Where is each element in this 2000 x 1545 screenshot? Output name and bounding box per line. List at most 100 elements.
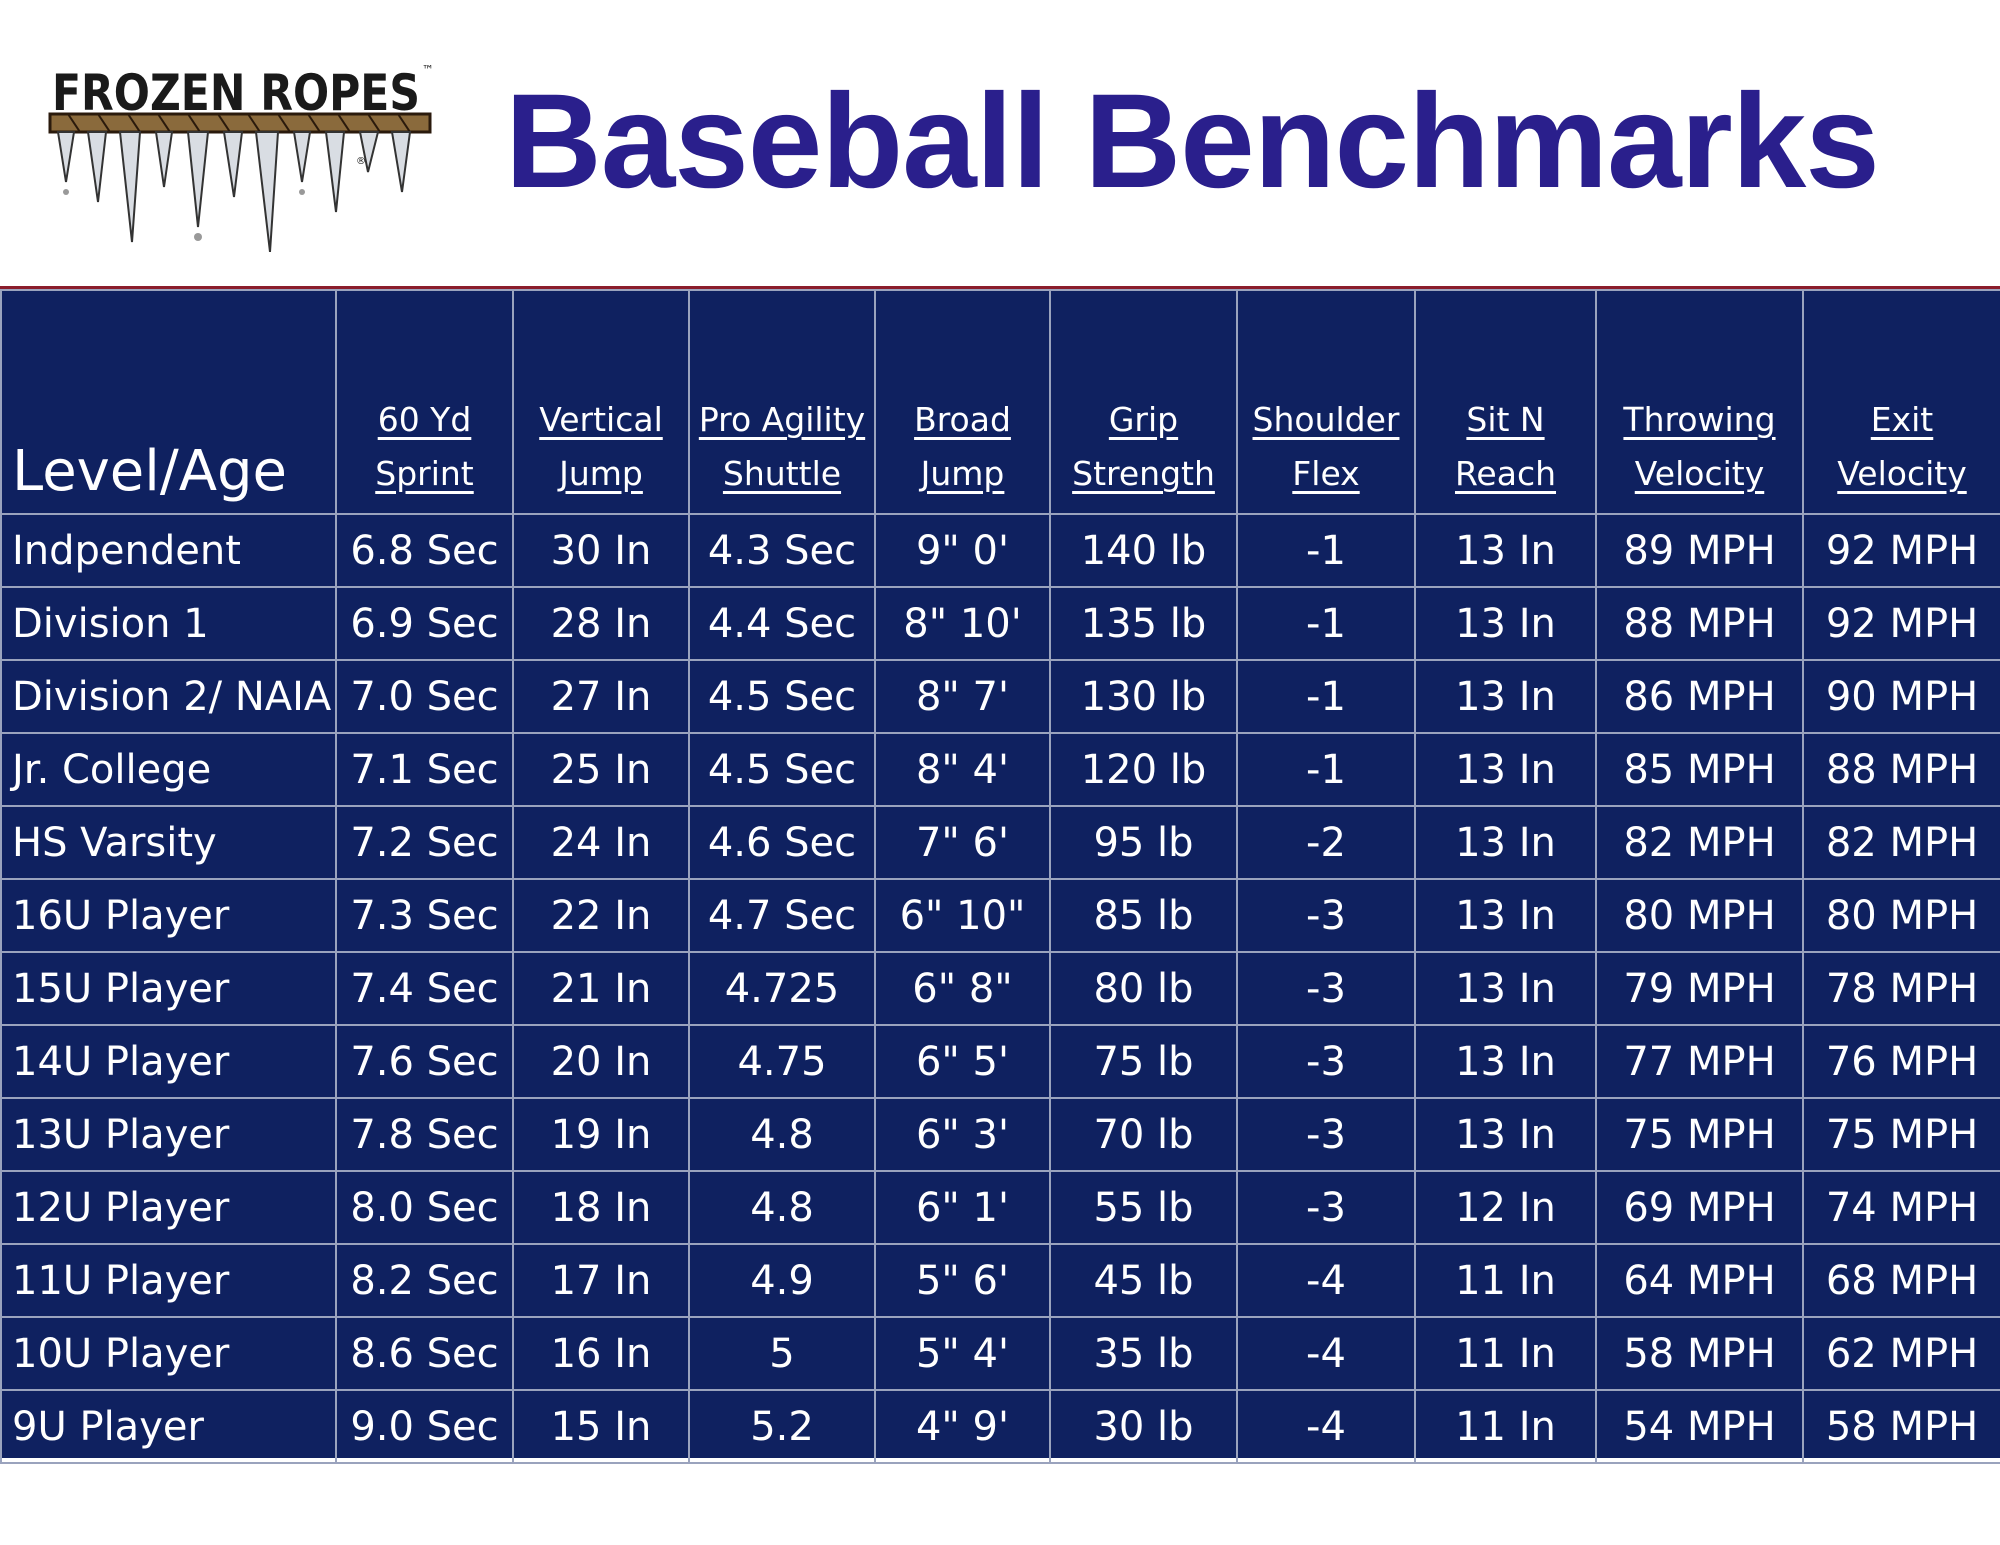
table-cell: 4.8 [688,1097,876,1172]
table-cell: 88 MPH [1802,732,2000,807]
column-header: 60 Yd Sprint [335,289,514,515]
table-cell: 4.8 [688,1170,876,1245]
table-cell: -4 [1236,1316,1416,1391]
table-row: 15U Player 7.4 Sec 21 In 4.725 6" 8" 80 lb -3 1… [0,951,2000,1026]
table-cell: 68 MPH [1802,1243,2000,1318]
column-header-line1: Broad [914,400,1011,439]
table-cell: 6.9 Sec [335,586,514,661]
benchmarks-table-container: Level/Age 60 Yd Sprint Vertical Jump Pro Agi… [0,289,2000,1464]
table-cell: 7.0 Sec [335,659,514,734]
table-cell: 74 MPH [1802,1170,2000,1245]
table-cell: 8" 7' [874,659,1051,734]
table-cell: -1 [1236,659,1416,734]
table-cell: 130 lb [1049,659,1238,734]
table-cell: -3 [1236,878,1416,953]
table-cell: 21 In [512,951,690,1026]
table-cell: 18 In [512,1170,690,1245]
table-cell: -1 [1236,513,1416,588]
table-cell: 64 MPH [1595,1243,1804,1318]
table-cell: 13 In [1414,805,1597,880]
table-cell: 7.6 Sec [335,1024,514,1099]
benchmarks-table: Level/Age 60 Yd Sprint Vertical Jump Pro Agi… [0,289,2000,1464]
icicles-icon [56,131,412,253]
table-cell: 11 In [1414,1389,1597,1464]
level-cell: 11U Player [0,1243,337,1318]
registered-symbol: ® [356,156,366,167]
trademark-symbol: ™ [422,63,434,77]
level-cell: 13U Player [0,1097,337,1172]
level-cell: 14U Player [0,1024,337,1099]
table-cell: 13 In [1414,586,1597,661]
table-cell: 75 lb [1049,1024,1238,1099]
table-cell: 4.6 Sec [688,805,876,880]
column-header-line2: Reach [1454,454,1557,493]
table-cell: 4.9 [688,1243,876,1318]
table-cell: 5" 6' [874,1243,1051,1318]
column-header-line1: Exit [1870,400,1934,439]
table-cell: 79 MPH [1595,951,1804,1026]
table-row: 13U Player 7.8 Sec 19 In 4.8 6" 3' 70 lb -3 13 … [0,1097,2000,1172]
table-cell: 15 In [512,1389,690,1464]
table-cell: 92 MPH [1802,586,2000,661]
level-cell: 10U Player [0,1316,337,1391]
table-cell: 55 lb [1049,1170,1238,1245]
table-cell: 4.5 Sec [688,659,876,734]
table-cell: 16 In [512,1316,690,1391]
column-header-line2: Sprint [375,454,474,493]
page-title: Baseball Benchmarks [505,67,1880,216]
table-cell: 58 MPH [1802,1389,2000,1464]
table-row: HS Varsity 7.2 Sec 24 In 4.6 Sec 7" 6' 95 lb -… [0,805,2000,880]
table-cell: 92 MPH [1802,513,2000,588]
column-header-line2: Flex [1292,454,1360,493]
table-cell: 8" 4' [874,732,1051,807]
table-cell: 90 MPH [1802,659,2000,734]
column-header-line2: Velocity [1634,454,1765,493]
table-cell: 54 MPH [1595,1389,1804,1464]
level-cell: 12U Player [0,1170,337,1245]
table-cell: 28 In [512,586,690,661]
column-header-line1: Pro Agility [698,400,866,439]
table-cell: -1 [1236,732,1416,807]
table-row: 10U Player 8.6 Sec 16 In 5 5" 4' 35 lb -4 11 In… [0,1316,2000,1391]
table-cell: 4.75 [688,1024,876,1099]
table-cell: 45 lb [1049,1243,1238,1318]
table-row: 16U Player 7.3 Sec 22 In 4.7 Sec 6" 10" 85 lb… [0,878,2000,953]
level-cell: Indpendent [0,513,337,588]
table-cell: -3 [1236,1024,1416,1099]
table-cell: 70 lb [1049,1097,1238,1172]
column-header-line1: Shoulder [1252,400,1400,439]
table-cell: 7" 6' [874,805,1051,880]
table-cell: -4 [1236,1389,1416,1464]
table-cell: 13 In [1414,1024,1597,1099]
level-cell: 16U Player [0,878,337,953]
table-cell: 8.0 Sec [335,1170,514,1245]
table-cell: 78 MPH [1802,951,2000,1026]
table-cell: 8.2 Sec [335,1243,514,1318]
table-cell: 20 In [512,1024,690,1099]
table-row: Division 1 6.9 Sec 28 In 4.4 Sec 8" 10' 135 l… [0,586,2000,661]
table-row: 9U Player 9.0 Sec 15 In 5.2 4" 9' 30 lb -4 11 I… [0,1389,2000,1464]
table-cell: 4.725 [688,951,876,1026]
table-cell: 62 MPH [1802,1316,2000,1391]
frozen-ropes-logo: FROZEN ROPES ™ ® [48,52,438,253]
level-cell: HS Varsity [0,805,337,880]
table-cell: 6" 10" [874,878,1051,953]
table-cell: 95 lb [1049,805,1238,880]
table-row: Indpendent 6.8 Sec 30 In 4.3 Sec 9" 0' 140 lb… [0,513,2000,588]
column-header-line1: 60 Yd [377,400,472,439]
table-cell: 6" 3' [874,1097,1051,1172]
column-header: Exit Velocity [1802,289,2000,515]
table-cell: 80 MPH [1802,878,2000,953]
column-header: Shoulder Flex [1236,289,1416,515]
table-cell: 5.2 [688,1389,876,1464]
column-header-line2: Shuttle [722,454,842,493]
level-age-header: Level/Age [0,289,337,515]
table-cell: 13 In [1414,951,1597,1026]
level-cell: 15U Player [0,951,337,1026]
column-header-line2: Velocity [1837,454,1967,493]
table-cell: 13 In [1414,732,1597,807]
table-cell: -1 [1236,586,1416,661]
table-cell: 13 In [1414,878,1597,953]
table-cell: 140 lb [1049,513,1238,588]
column-header: Broad Jump [874,289,1051,515]
